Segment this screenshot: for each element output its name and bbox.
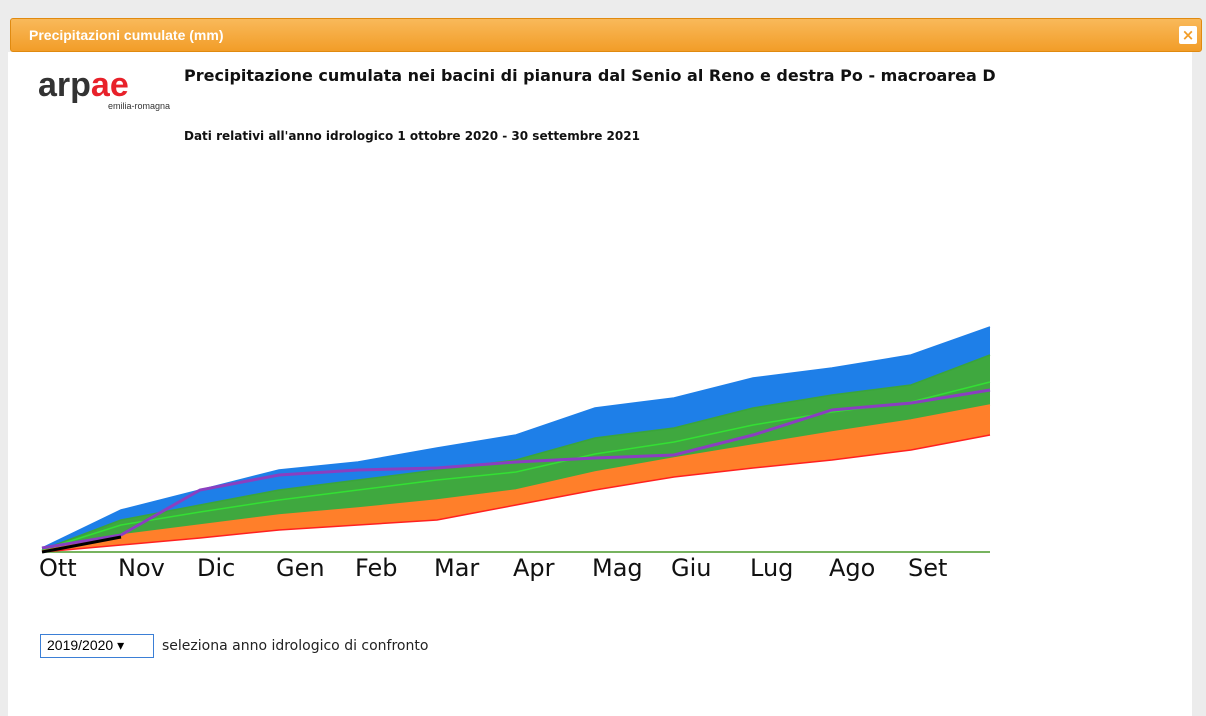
logo-sub: emilia-romagna	[108, 101, 170, 111]
year-select[interactable]: 2019/2020 ▾	[40, 634, 154, 658]
series-line	[41, 535, 122, 554]
x-tick-label: Set	[908, 554, 947, 582]
series-line	[41, 381, 991, 551]
panel	[8, 52, 1192, 716]
series-line	[41, 388, 991, 550]
close-button[interactable]: ×	[1179, 26, 1197, 44]
x-tick-label: Ott	[39, 554, 77, 582]
series-line	[41, 404, 991, 552]
select-value: 2019/2020	[47, 637, 114, 653]
select-label: seleziona anno idrologico di confronto	[162, 638, 429, 654]
logo-part: ae	[91, 66, 129, 104]
chart-subtitle: Dati relativi all'anno idrologico 1 otto…	[184, 129, 640, 143]
chart-title: Precipitazione cumulata nei bacini di pi…	[184, 66, 996, 85]
window-title: Precipitazioni cumulate (mm)	[29, 27, 224, 43]
window-titlebar: Precipitazioni cumulate (mm) ×	[10, 18, 1202, 52]
x-tick-label: Lug	[750, 554, 793, 582]
logo-part: arp	[38, 66, 91, 104]
x-tick-label: Dic	[197, 554, 235, 582]
series-line	[41, 434, 991, 553]
x-tick-label: Feb	[355, 554, 398, 582]
band	[42, 327, 990, 550]
band	[42, 382, 990, 551]
x-tick-label: Gen	[276, 554, 325, 582]
x-tick-label: Apr	[513, 554, 555, 582]
x-tick-label: Giu	[671, 554, 711, 582]
series-line	[41, 354, 991, 551]
x-tick-label: Nov	[118, 554, 165, 582]
x-tick-label: Mag	[592, 554, 643, 582]
x-tick-label: Mar	[434, 554, 479, 582]
x-tick-label: Ago	[829, 554, 875, 582]
logo: arpae	[38, 66, 129, 104]
